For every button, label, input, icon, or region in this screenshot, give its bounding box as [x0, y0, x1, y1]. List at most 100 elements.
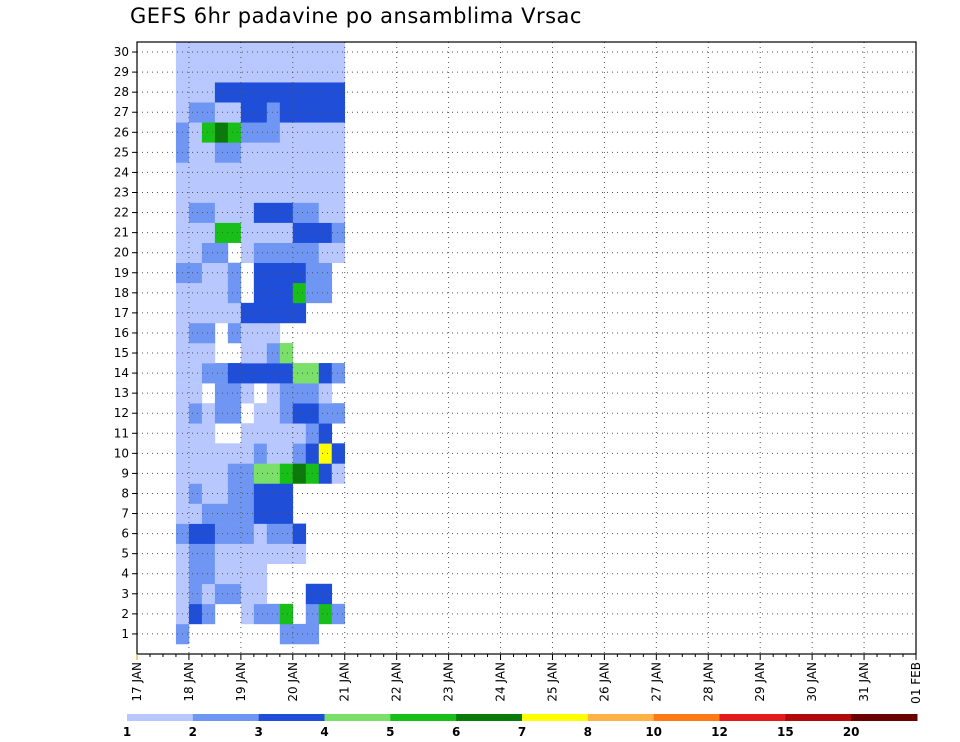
heatmap-cell — [279, 222, 294, 243]
heatmap-cell — [266, 142, 281, 163]
colorbar-swatch — [390, 714, 457, 721]
x-tick-label: 24 JAN — [494, 662, 508, 702]
heatmap-cell — [227, 403, 242, 424]
heatmap-cell — [188, 403, 203, 424]
heatmap-cell — [266, 42, 281, 63]
colorbar-legend: 1 2 3 4 5 6 7 8 10 12 15 20 — [123, 714, 918, 739]
heatmap-cell — [279, 262, 294, 284]
heatmap-cell — [279, 543, 294, 565]
heatmap-cell — [253, 483, 268, 504]
heatmap-cell — [227, 503, 242, 524]
heatmap-cell — [227, 182, 242, 203]
heatmap-cell — [331, 242, 346, 264]
heatmap-cell — [292, 222, 307, 243]
heatmap-cell — [201, 503, 216, 524]
heatmap-cell — [188, 483, 203, 504]
colorbar-label: 10 — [645, 725, 662, 739]
heatmap-cell — [292, 62, 307, 83]
heatmap-cell — [292, 122, 307, 143]
y-tick-label: 28 — [114, 85, 129, 99]
colorbar-label: 4 — [320, 725, 328, 739]
y-tick-label: 14 — [114, 366, 129, 380]
heatmap-cell — [318, 202, 333, 223]
x-tick-label: 19 JAN — [234, 662, 248, 702]
heatmap-cell — [292, 142, 307, 163]
colorbar-swatch — [522, 714, 589, 721]
y-tick-label: 30 — [114, 45, 129, 59]
heatmap-cell — [188, 42, 203, 63]
y-tick-label: 10 — [114, 446, 129, 460]
heatmap-cell — [214, 363, 229, 384]
heatmap-cell — [214, 122, 229, 143]
heatmap-cell — [188, 122, 203, 143]
heatmap-cell — [214, 403, 229, 424]
heatmap-cell — [253, 42, 268, 63]
heatmap-cell — [279, 142, 294, 163]
heatmap-cell — [214, 242, 229, 264]
heatmap-cell — [253, 322, 268, 344]
heatmap-cell — [266, 282, 281, 304]
heatmap-cell — [266, 503, 281, 524]
heatmap-cell — [201, 242, 216, 264]
heatmap-cell — [279, 62, 294, 83]
heatmap-cell — [188, 603, 203, 625]
heatmap-cell — [188, 583, 203, 605]
colorbar-label: 15 — [777, 725, 794, 739]
y-tick-label: 8 — [121, 486, 129, 500]
heatmap-cell — [331, 42, 346, 63]
heatmap-cell — [292, 42, 307, 63]
heatmap-cell — [227, 463, 242, 484]
heatmap-cell — [214, 202, 229, 223]
x-tick-label: 29 JAN — [753, 662, 767, 702]
heatmap-cell — [188, 383, 203, 404]
colorbar-label: 3 — [254, 725, 262, 739]
heatmap-cell — [253, 262, 268, 284]
heatmap-cell — [253, 603, 268, 625]
heatmap-cell — [279, 282, 294, 304]
y-tick-label: 21 — [114, 226, 129, 240]
heatmap-cell — [279, 503, 294, 524]
heatmap-cell — [214, 563, 229, 585]
heatmap-cell — [279, 82, 294, 103]
heatmap-cell — [227, 202, 242, 223]
colorbar-swatch — [258, 714, 325, 721]
y-tick-label: 20 — [114, 246, 129, 260]
heatmap-cell — [188, 543, 203, 565]
colorbar-swatch — [192, 714, 260, 721]
heatmap-cell — [331, 82, 346, 103]
heatmap-cell — [201, 342, 216, 364]
y-tick-label: 1 — [121, 627, 129, 641]
heatmap-cell — [279, 463, 294, 484]
heatmap-cell — [279, 523, 294, 544]
heatmap-cell — [266, 363, 281, 384]
colorbar-swatch — [719, 714, 786, 721]
heatmap-cell — [318, 363, 333, 384]
y-tick-label: 17 — [114, 306, 129, 320]
y-tick-label: 24 — [114, 165, 129, 179]
heatmap-cell — [331, 162, 346, 183]
heatmap-cell — [331, 62, 346, 83]
heatmap-cell — [188, 182, 203, 203]
colorbar-label: 5 — [386, 725, 394, 739]
heatmap-cell — [227, 282, 242, 304]
heatmap-cell — [331, 202, 346, 223]
colorbar-swatch — [785, 714, 852, 721]
colorbar-swatch — [127, 714, 194, 721]
heatmap-cell — [214, 463, 229, 484]
heatmap-cell — [331, 403, 346, 424]
x-tick-label: 27 JAN — [649, 662, 663, 702]
y-tick-label: 4 — [121, 567, 129, 581]
x-tick-label: 23 JAN — [442, 662, 456, 702]
heatmap-cell — [266, 82, 281, 103]
heatmap-cell — [292, 443, 307, 464]
heatmap-cell — [201, 403, 216, 424]
heatmap-cell — [227, 383, 242, 404]
heatmap-cell — [214, 222, 229, 243]
heatmap-cell — [188, 342, 203, 364]
colorbar-swatch — [587, 714, 655, 721]
heatmap-cell — [318, 182, 333, 203]
heatmap-cell — [214, 142, 229, 163]
heatmap-cell — [201, 282, 216, 304]
heatmap-cell — [227, 42, 242, 63]
heatmap-cell — [201, 423, 216, 444]
